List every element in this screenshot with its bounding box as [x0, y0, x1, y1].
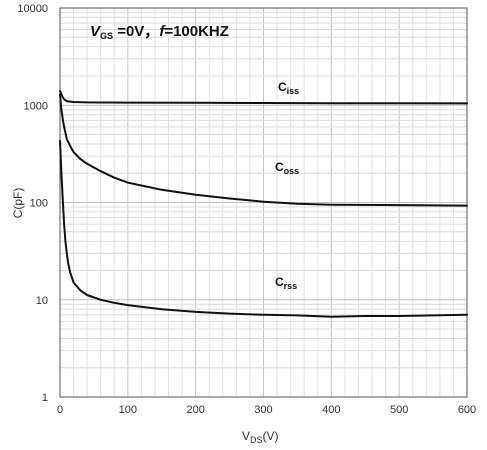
series-group: [59, 90, 468, 318]
x-tick-labels: 0 100 200 300 400 500 600: [57, 404, 476, 416]
x-tick-label: 300: [254, 404, 272, 416]
plot-frame: [59, 7, 468, 398]
x-axis-label: VDS(V): [242, 429, 279, 445]
y-tick-label: 10000: [17, 3, 48, 15]
series-label-coss: Coss: [275, 160, 299, 176]
series-line-coss: [59, 93, 468, 207]
series-label-crss: Crss: [275, 275, 297, 291]
y-tick-label: 10: [36, 295, 48, 307]
x-tick-label: 600: [458, 404, 476, 416]
x-tick-label: 0: [57, 404, 63, 416]
y-tick-labels: 1 10 100 1000 10000: [17, 3, 48, 404]
condition-annotation: VGS =0V，f=100KHZ: [90, 23, 229, 41]
y-axis-label: C(pF): [11, 188, 25, 219]
x-tick-label: 100: [119, 404, 137, 416]
y-tick-label: 1: [42, 392, 48, 404]
series-line-crss: [59, 139, 468, 318]
x-tick-label: 500: [390, 404, 408, 416]
series-label-ciss: Ciss: [278, 80, 299, 96]
series-line-ciss: [59, 90, 468, 105]
x-tick-label: 200: [186, 404, 204, 416]
grid: [60, 8, 467, 397]
y-tick-label: 1000: [24, 100, 48, 112]
y-tick-label: 100: [30, 198, 48, 210]
x-tick-label: 400: [322, 404, 340, 416]
